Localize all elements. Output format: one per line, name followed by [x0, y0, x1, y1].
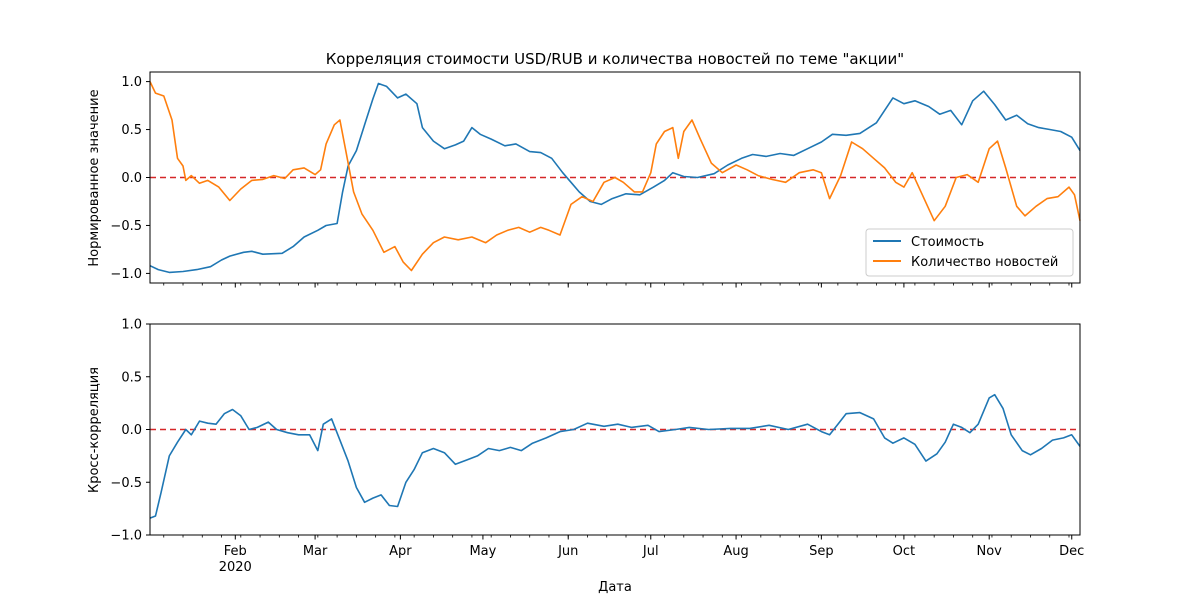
bottom-series-line-0 [149, 393, 1081, 519]
top-y-tick-label: −1.0 [110, 267, 142, 282]
top-y-tick-label: −0.5 [110, 219, 142, 234]
x-tick-label-nov: Nov [977, 544, 1003, 559]
top-chart: Корреляция стоимости USD/RUB и количеств… [87, 50, 1081, 288]
top-y-tick-label: 1.0 [121, 75, 142, 90]
bottom-plot-frame [149, 323, 1081, 536]
legend: Стоимость Количество новостей [865, 228, 1074, 277]
bottom-y-tick-label: 0.0 [121, 423, 142, 438]
bottom-series-group [149, 393, 1081, 519]
top-y-tick-label: 0.5 [121, 123, 142, 138]
x-tick-label-mar: Mar [303, 544, 328, 559]
x-tick-label-dec: Dec [1059, 544, 1084, 559]
x-tick-label-jun: Jun [557, 544, 578, 559]
top-y-ticks: −1.0 −0.5 0.0 0.5 1.0 [110, 75, 150, 282]
figure-xlabel: Дата [598, 580, 632, 595]
top-y-tick-label: 0.0 [121, 171, 142, 186]
bottom-y-tick-label: −0.5 [110, 476, 142, 491]
x-tick-label-apr: Apr [389, 544, 412, 559]
top-plot-frame [149, 71, 1081, 284]
top-series-line-0 [149, 82, 1081, 274]
x-tick-label-sep: Sep [809, 544, 834, 559]
x-tick-year-label: 2020 [219, 560, 252, 575]
bottom-y-tick-label: −1.0 [110, 529, 142, 544]
bottom-chart-ylabel: Кросс-корреляция [87, 367, 102, 493]
legend-label-cost: Стоимость [911, 235, 984, 250]
bottom-y-tick-label: 0.5 [121, 370, 142, 385]
bottom-y-ticks: −1.0 −0.5 0.0 0.5 1.0 [110, 318, 150, 544]
bottom-chart: Кросс-корреляция −1.0 −0.5 0.0 0.5 1.0 Feb20… [87, 318, 1084, 596]
legend-label-news-count: Количество новостей [911, 255, 1058, 270]
x-tick-label-oct: Oct [893, 544, 915, 559]
top-chart-ylabel: Нормированное значение [87, 89, 102, 266]
top-chart-title: Корреляция стоимости USD/RUB и количеств… [326, 50, 904, 68]
x-tick-label-jul: Jul [642, 544, 659, 559]
top-series-group [149, 81, 1081, 274]
bottom-y-tick-label: 1.0 [121, 318, 142, 333]
legend-box [865, 228, 1074, 277]
top-series-line-1 [149, 81, 1081, 272]
x-tick-label-feb: Feb [224, 544, 247, 559]
x-tick-label-may: May [469, 544, 496, 559]
x-tick-label-aug: Aug [723, 544, 748, 559]
